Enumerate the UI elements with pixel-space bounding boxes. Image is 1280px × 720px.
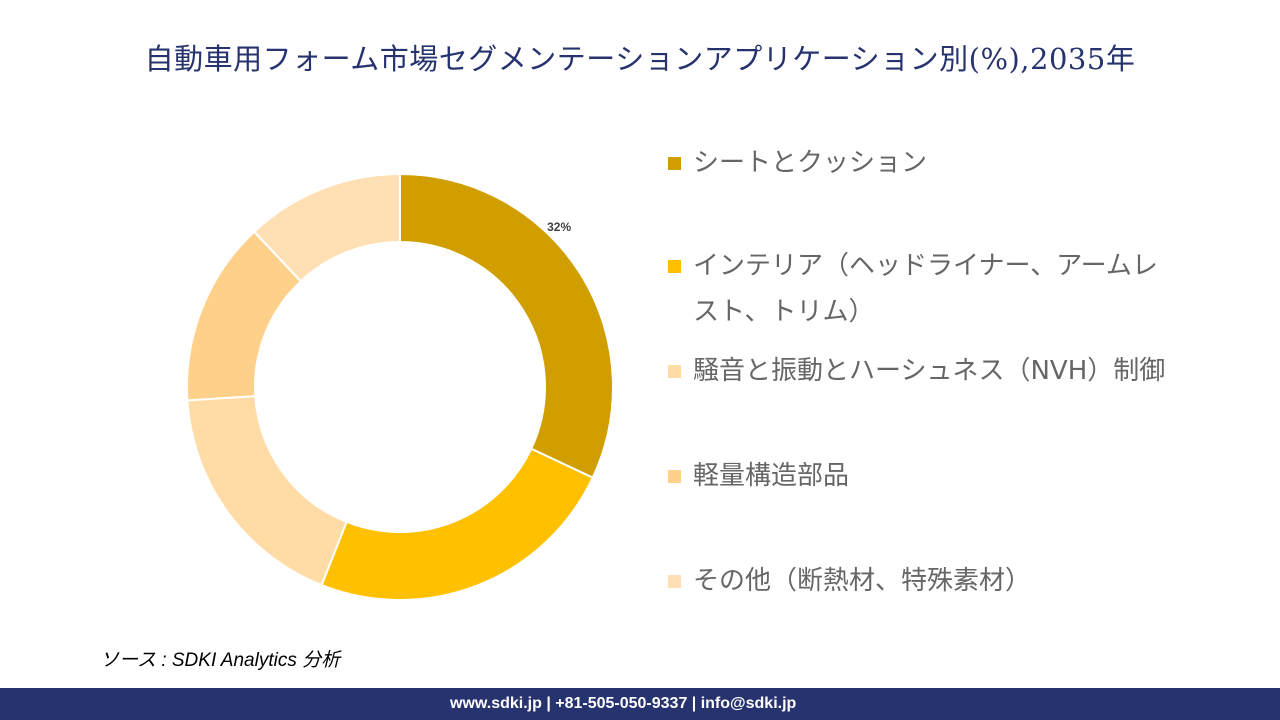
data-label: 32%: [547, 220, 571, 234]
legend-item: 騒音と振動とハーシュネス（NVH）制御: [668, 348, 1183, 394]
donut-slice: [399, 172, 614, 480]
source-note: ソース : SDKI Analytics 分析: [100, 650, 341, 671]
legend-item: 軽量構造部品: [668, 453, 1183, 499]
legend-item: インテリア（ヘッドライナー、アームレスト、トリム）: [668, 243, 1183, 335]
legend-label: 騒音と振動とハーシュネス（NVH）制御: [693, 356, 1166, 386]
legend-swatch: [668, 470, 681, 483]
legend-label: シートとクッション: [693, 148, 928, 178]
legend-item: その他（断熱材、特殊素材）: [668, 558, 1183, 604]
footer-bar: www.sdki.jp | +81-505-050-9337 | info@sd…: [0, 688, 1280, 720]
legend-label: 軽量構造部品: [693, 461, 850, 491]
footer-contact: www.sdki.jp | +81-505-050-9337 | info@sd…: [450, 695, 797, 712]
donut-slice: [252, 172, 401, 283]
donut-slice: [320, 447, 595, 601]
donut-slice: [186, 395, 348, 587]
legend-swatch: [668, 260, 681, 273]
legend-swatch: [668, 157, 681, 170]
legend-item: シートとクッション: [668, 140, 1183, 186]
legend-label: インテリア（ヘッドライナー、アームレスト、トリム）: [693, 251, 1158, 327]
legend-swatch: [668, 575, 681, 588]
legend-label: その他（断熱材、特殊素材）: [693, 566, 1032, 596]
legend-swatch: [668, 365, 681, 378]
chart-title: 自動車用フォーム市場セグメンテーションアプリケーション別(%),2035年: [144, 42, 1136, 76]
